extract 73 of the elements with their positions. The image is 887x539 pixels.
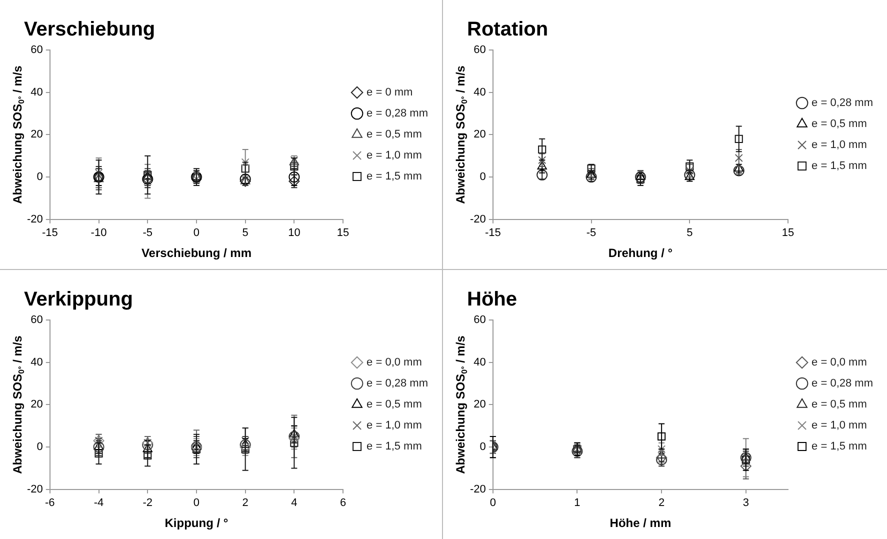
x-axis-title: Kippung / °	[164, 516, 228, 530]
x-tick-label: -4	[94, 497, 104, 510]
legend-label: e = 1,0 mm	[812, 139, 867, 152]
x-tick-label: 0	[490, 497, 496, 510]
y-tick-label: 40	[474, 86, 486, 98]
x-tick-label: 10	[288, 227, 300, 240]
y-tick-label: 20	[474, 128, 486, 141]
legend-label: e = 1,5 mm	[812, 160, 867, 172]
y-tick-label: 0	[36, 441, 43, 454]
x-tick-label: -5	[586, 227, 596, 240]
legend-label: e = 1,5 mm	[366, 170, 422, 183]
x-tick-label: 3	[742, 497, 749, 510]
legend-label: e = 1,5 mm	[366, 440, 422, 453]
legend-label: e = 0 mm	[366, 86, 413, 99]
x-tick-label: 15	[336, 227, 350, 240]
legend-label: e = 1,0 mm	[812, 420, 867, 432]
chart-title: Verkippung	[24, 288, 133, 311]
x-tick-label: 1	[574, 497, 580, 510]
x-tick-label: -2	[142, 497, 153, 510]
x-axis-title: Verschiebung / mm	[141, 246, 252, 260]
y-tick-label: 20	[474, 398, 486, 411]
legend-label: e = 0,0 mm	[366, 356, 422, 369]
legend-label: e = 1,5 mm	[812, 440, 867, 453]
y-tick-label: 60	[30, 314, 43, 326]
chart-title: Verschiebung	[24, 18, 156, 41]
x-tick-label: -15	[484, 227, 501, 240]
legend-label: e = 0,28 mm	[366, 108, 428, 120]
x-tick-label: 0	[193, 227, 200, 240]
chart-title: Höhe	[467, 288, 517, 311]
x-tick-label: -6	[45, 497, 55, 510]
y-tick-label: 40	[30, 356, 43, 368]
y-tick-label: 0	[36, 171, 43, 184]
y-axis-title: Abweichung SOS0° / m/s	[10, 65, 26, 204]
y-axis-title: Abweichung SOS0° / m/s	[453, 335, 470, 474]
y-tick-label: 40	[30, 86, 43, 98]
y-axis-title: Abweichung SOS0° / m/s	[10, 335, 26, 474]
y-tick-label: 0	[480, 441, 486, 454]
legend-label: e = 1,0 mm	[366, 420, 422, 432]
y-tick-label: 40	[474, 356, 486, 368]
legend-label: e = 0,28 mm	[812, 378, 874, 390]
x-tick-label: -10	[90, 227, 107, 240]
y-axis-title: Abweichung SOS0° / m/s	[453, 65, 470, 204]
legend-label: e = 0,28 mm	[812, 97, 874, 110]
y-tick-label: 20	[30, 128, 43, 141]
legend-label: e = 0,5 mm	[812, 398, 867, 411]
y-tick-label: 60	[474, 314, 486, 326]
legend-label: e = 0,5 mm	[812, 118, 867, 130]
y-tick-label: -20	[470, 213, 486, 226]
y-tick-label: -20	[26, 483, 43, 496]
x-tick-label: 6	[340, 497, 346, 510]
x-tick-label: 4	[291, 497, 298, 510]
legend-label: e = 0,0 mm	[812, 356, 867, 369]
y-tick-label: -20	[470, 483, 486, 496]
x-tick-label: 15	[782, 227, 794, 240]
y-tick-label: 60	[30, 44, 43, 56]
legend-label: e = 0,5 mm	[366, 128, 422, 141]
x-tick-label: 2	[658, 497, 665, 510]
y-tick-label: 20	[30, 398, 43, 411]
y-tick-label: 0	[480, 171, 486, 184]
x-tick-label: 2	[242, 497, 248, 510]
x-tick-label: 5	[242, 227, 248, 240]
x-tick-label: 5	[686, 227, 693, 240]
x-axis-title: Drehung / °	[608, 246, 673, 260]
x-tick-label: -5	[142, 227, 153, 240]
x-axis-title: Höhe / mm	[610, 516, 672, 530]
x-tick-label: 0	[193, 497, 200, 510]
x-tick-label: -15	[42, 227, 58, 240]
chart-title: Rotation	[467, 18, 548, 41]
legend-label: e = 0,28 mm	[366, 378, 428, 390]
y-tick-label: 60	[474, 44, 486, 56]
legend-label: e = 1,0 mm	[366, 150, 422, 162]
legend-label: e = 0,5 mm	[366, 398, 422, 411]
y-tick-label: -20	[26, 213, 43, 226]
